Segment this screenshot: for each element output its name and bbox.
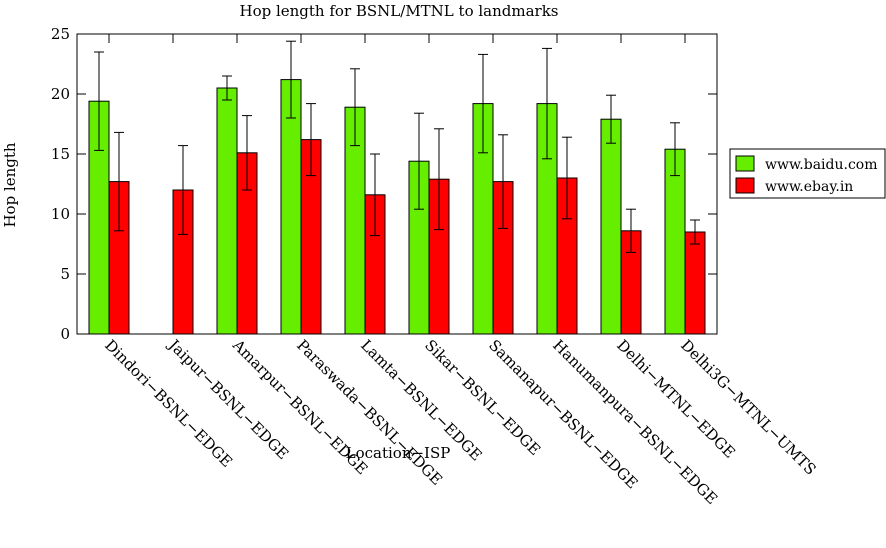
legend-swatch-baidu bbox=[735, 155, 755, 172]
bar-ebay bbox=[684, 231, 706, 335]
x-category-label: Sikar−BSNL−EDGE bbox=[421, 336, 544, 459]
y-tick-label: 5 bbox=[60, 265, 70, 283]
legend-label-baidu: www.baidu.com bbox=[765, 157, 878, 173]
y-axis-label: Hop length bbox=[1, 142, 19, 227]
legend-box bbox=[729, 148, 886, 199]
bar-baidu bbox=[600, 118, 622, 335]
y-tick-label: 20 bbox=[51, 85, 70, 103]
legend-label-ebay: www.ebay.in bbox=[765, 179, 853, 195]
legend-swatch-ebay bbox=[735, 177, 755, 194]
x-category-label: Jaipur−BSNL−EDGE bbox=[164, 335, 292, 463]
y-tick-label: 25 bbox=[51, 25, 70, 43]
x-axis-label: Location−ISP bbox=[346, 444, 451, 462]
plot-area-frame bbox=[76, 33, 718, 335]
chart-title: Hop length for BSNL/MTNL to landmarks bbox=[239, 2, 558, 20]
y-tick-label: 0 bbox=[60, 325, 70, 343]
x-category-label: Delhi−MTNL−EDGE bbox=[613, 336, 739, 462]
legend: www.baidu.com www.ebay.in bbox=[729, 148, 886, 199]
bar-baidu bbox=[664, 148, 686, 335]
x-category-label: Dindori−BSNL−EDGE bbox=[101, 336, 236, 471]
y-tick-label: 10 bbox=[51, 205, 70, 223]
bar-baidu bbox=[216, 87, 238, 335]
y-tick-label: 15 bbox=[51, 145, 70, 163]
